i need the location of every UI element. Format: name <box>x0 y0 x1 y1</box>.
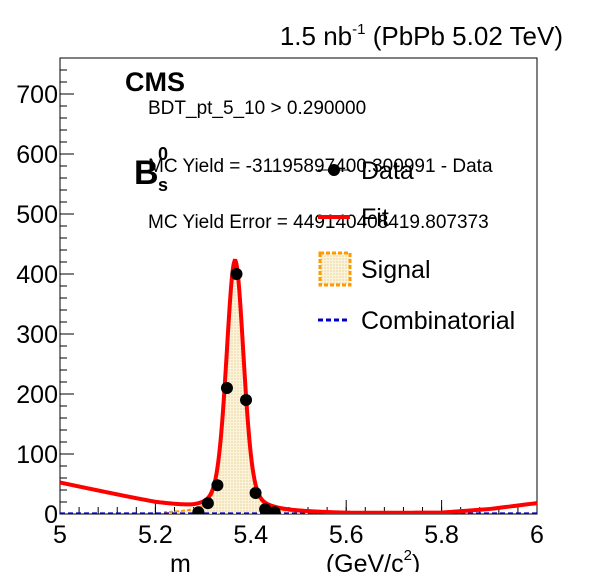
data-point <box>192 506 205 514</box>
x-tick-label: 5.8 <box>424 521 459 549</box>
legend-data-marker <box>328 164 340 176</box>
y-tick-label: 0 <box>44 501 58 529</box>
mc-yield-text: MC Yield = -31195897400.300991 - Data <box>148 156 493 177</box>
lumi-header: 1.5 nb-1 (PbPb 5.02 TeV) <box>280 21 563 51</box>
x-axis-label: m (GeV/c2) <box>170 547 420 572</box>
y-tick-label: 500 <box>16 201 58 229</box>
y-tick-label: 300 <box>16 321 58 349</box>
particle-label: B <box>134 154 159 192</box>
legend-combinatorial-label: Combinatorial <box>361 307 515 335</box>
legend-signal-label: Signal <box>361 256 431 284</box>
data-point <box>230 268 243 280</box>
data-point <box>240 394 253 406</box>
data-point <box>268 506 281 514</box>
cms-label: CMS <box>125 67 185 97</box>
y-tick-label: 600 <box>16 141 58 169</box>
y-tick-label: 100 <box>16 441 58 469</box>
data-point <box>201 497 214 510</box>
data-point <box>220 382 233 394</box>
x-tick-label: 5.2 <box>138 521 173 549</box>
data-point <box>259 503 272 514</box>
mc-yield-error-text: MC Yield Error = 449140408419.807373 <box>148 212 489 233</box>
x-tick-label: 5.4 <box>233 521 268 549</box>
plot-frame <box>59 57 538 515</box>
y-tick-label: 400 <box>16 261 58 289</box>
x-tick-label: 5.6 <box>329 521 364 549</box>
particle-subscript: s <box>158 175 168 195</box>
legend: Data Fit Signal Combinatorial <box>318 157 515 335</box>
x-tick-label: 5 <box>53 521 67 549</box>
y-tick-label: 200 <box>16 381 58 409</box>
y-tick-label: 700 <box>16 81 58 109</box>
fit-curve <box>60 258 537 514</box>
data-point <box>211 479 224 492</box>
legend-data-label: Data <box>361 157 414 185</box>
particle-superscript: 0 <box>158 144 168 164</box>
signal-area <box>163 261 310 514</box>
x-tick-label: 6 <box>530 521 544 549</box>
legend-signal-box <box>318 251 352 287</box>
cut-text: BDT_pt_5_10 > 0.290000 <box>148 98 366 119</box>
data-points <box>192 268 281 514</box>
legend-fit-label: Fit <box>361 204 389 232</box>
axes: 5 5.2 5.4 5.6 5.8 6 0 100 200 300 400 500 600 700 <box>16 57 544 549</box>
data-point <box>249 487 262 499</box>
